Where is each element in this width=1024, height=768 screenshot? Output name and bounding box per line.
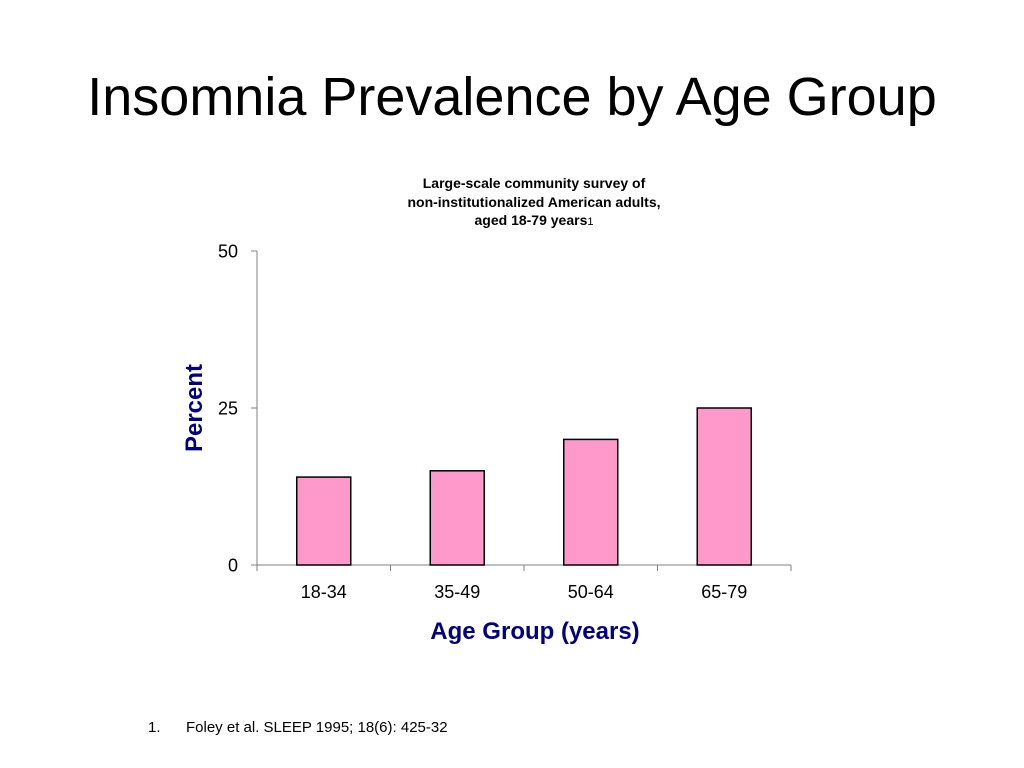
x-tick-label: 50-64 xyxy=(568,582,614,602)
bar-35-49 xyxy=(429,470,485,566)
y-tick-label: 50 xyxy=(218,242,238,262)
bar-18-34 xyxy=(296,476,352,566)
x-tick-label: 65-79 xyxy=(701,582,747,602)
footnote-number: 1. xyxy=(148,719,161,736)
chart-title-line-2: non-institutionalized American adults, xyxy=(407,193,661,210)
x-tick-label: 18-34 xyxy=(301,582,347,602)
chart-title-line-3: aged 18-79 years1 xyxy=(334,211,734,232)
y-tick-label: 0 xyxy=(228,556,238,576)
chart-title-line-3-text: aged 18-79 years xyxy=(474,212,588,228)
y-axis-label: Percent xyxy=(181,364,208,452)
bar-50-64 xyxy=(563,438,619,566)
y-tick-label: 25 xyxy=(218,399,238,419)
chart-title: Large-scale community survey of non-inst… xyxy=(334,174,734,232)
bar-65-79 xyxy=(696,407,752,566)
footnote: 1. Foley et al. SLEEP 1995; 18(6): 425-32 xyxy=(148,719,448,737)
chart-title-reference: 1 xyxy=(587,216,594,228)
footnote-text: Foley et al. SLEEP 1995; 18(6): 425-32 xyxy=(186,719,448,736)
chart-title-line-1: Large-scale community survey of xyxy=(422,175,646,191)
x-axis-label: Age Group (years) xyxy=(430,618,639,645)
x-tick-label: 35-49 xyxy=(434,582,480,602)
slide-title: Insomnia Prevalence by Age Group xyxy=(87,67,937,127)
